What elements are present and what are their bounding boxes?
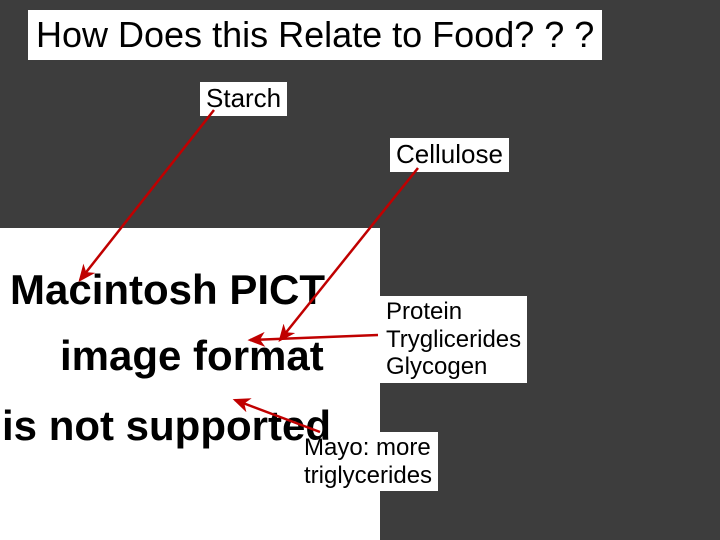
pict-placeholder-line: Macintosh PICT	[10, 266, 325, 314]
label-cellulose: Cellulose	[390, 138, 509, 172]
label-starch: Starch	[200, 82, 287, 116]
slide-title: How Does this Relate to Food? ? ?	[28, 10, 602, 60]
pict-placeholder-line: image format	[60, 332, 324, 380]
pict-placeholder-line: is not supported	[2, 402, 331, 450]
label-protein-group: ProteinTrygliceridesGlycogen	[380, 296, 527, 383]
